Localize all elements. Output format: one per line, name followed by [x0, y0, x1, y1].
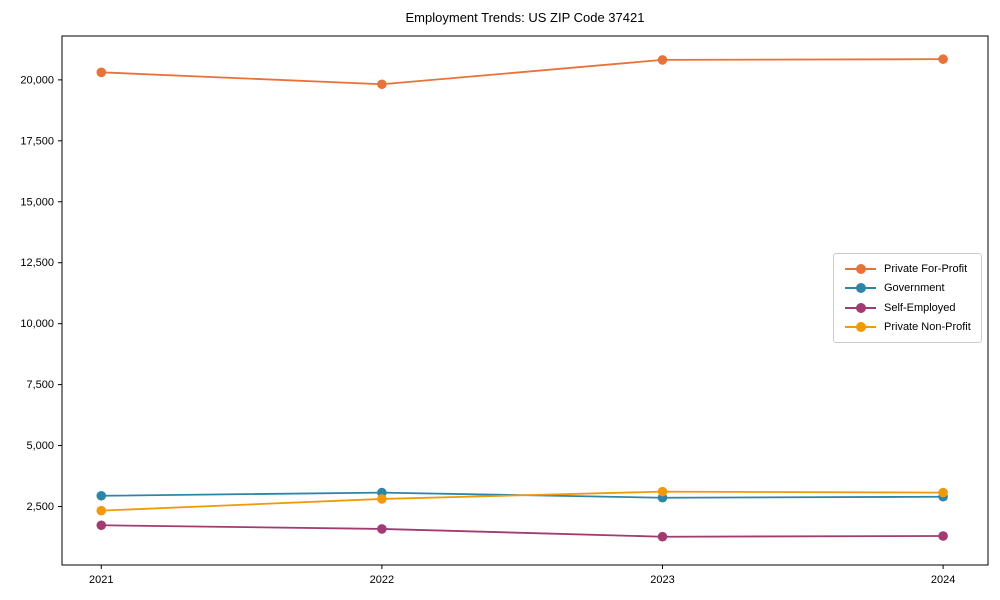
plot-area: [61, 35, 989, 566]
data-point-self-employed-2024: [938, 531, 948, 541]
y-tick-label: 15,000: [20, 196, 54, 208]
y-tick-label: 17,500: [20, 135, 54, 147]
data-point-self-employed-2021: [96, 520, 107, 531]
data-point-self-employed-2022: [377, 524, 387, 534]
legend-marker-private-for-profit-icon: [845, 263, 876, 274]
data-point-private-non-profit-2024: [938, 487, 948, 498]
y-tick-label: 7,500: [26, 379, 54, 391]
legend-item-private-non-profit: Private Non-Profit: [842, 318, 973, 336]
y-tick-label: 20,000: [20, 74, 54, 86]
data-point-private-non-profit-2021: [96, 505, 107, 516]
x-tick-label: 2022: [370, 574, 394, 586]
series-line-private-non-profit: [101, 490, 944, 512]
data-point-self-employed-2023: [657, 531, 668, 542]
legend-label: Private Non-Profit: [884, 321, 971, 334]
data-point-private-for-profit-2022: [377, 79, 387, 90]
y-tick-label: 10,000: [20, 318, 54, 330]
y-tick-label: 2,500: [26, 501, 54, 513]
x-tick-label: 2021: [89, 574, 113, 586]
data-point-government-2021: [96, 490, 107, 501]
legend-marker-self-employed-icon: [845, 302, 876, 313]
y-tick-label: 5,000: [26, 440, 54, 452]
x-tick-label: 2023: [650, 574, 674, 586]
chart-title: Employment Trends: US ZIP Code 37421: [405, 10, 645, 25]
legend-marker-private-non-profit-icon: [845, 322, 876, 333]
data-point-private-non-profit-2022: [377, 494, 387, 504]
legend-item-self-employed: Self-Employed: [842, 299, 973, 317]
data-point-private-for-profit-2021: [96, 67, 107, 78]
legend-label: Private For-Profit: [884, 262, 968, 275]
legend-marker-government-icon: [845, 283, 876, 294]
x-tick-label: 2024: [931, 574, 955, 586]
data-point-private-for-profit-2024: [938, 54, 948, 64]
legend: Private For-Profit Government Self-Employe…: [833, 253, 982, 343]
data-point-private-for-profit-2023: [657, 55, 668, 65]
y-tick-label: 12,500: [20, 257, 54, 269]
legend-label: Self-Employed: [884, 301, 956, 314]
legend-label: Government: [884, 282, 945, 295]
legend-item-private-for-profit: Private For-Profit: [842, 260, 973, 278]
series-line-self-employed: [101, 524, 944, 538]
data-point-private-non-profit-2023: [657, 486, 668, 497]
legend-item-government: Government: [842, 279, 973, 297]
series-line-private-for-profit: [101, 58, 944, 86]
